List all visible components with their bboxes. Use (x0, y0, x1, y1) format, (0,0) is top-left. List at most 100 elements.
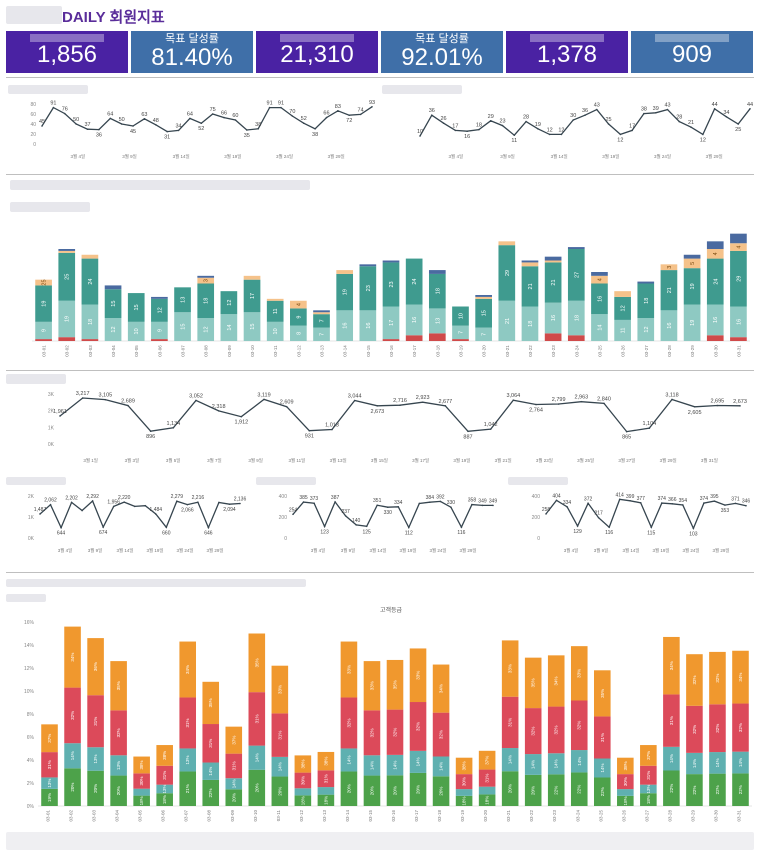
bar-segment (709, 704, 726, 753)
data-point (724, 504, 726, 506)
data-point (109, 117, 112, 120)
bar-data-label: 35% (208, 698, 213, 707)
data-point (713, 500, 716, 502)
data-point (355, 524, 357, 526)
bar-segment (336, 270, 354, 274)
y-tick-label: 40 (30, 122, 36, 128)
y-tick-label: 0 (284, 536, 287, 542)
kpi-label (30, 34, 104, 42)
bar-data-label: 32% (715, 674, 720, 683)
bar-data-label: 13% (185, 755, 190, 764)
bar-segment (58, 249, 76, 251)
data-label: 1,487 (34, 507, 47, 513)
bar-segment (271, 713, 289, 757)
bar-data-label: 25 (42, 279, 48, 285)
bar-segment (64, 626, 81, 688)
bar-segment (591, 275, 608, 284)
bar-segment (614, 319, 631, 341)
data-label: 83 (335, 104, 341, 110)
data-label: 17 (629, 123, 635, 129)
bar-data-label: 34% (70, 653, 75, 662)
bar-data-label: 7 (320, 319, 326, 322)
data-point (218, 501, 220, 504)
data-label: 1,484 (150, 507, 163, 513)
bar-data-label: 14% (231, 779, 236, 788)
data-point (587, 502, 589, 505)
bar-segment (567, 335, 585, 341)
data-label: 39 (653, 106, 659, 112)
bar-segment (225, 753, 243, 779)
x-tick-label: 3월 27일 (618, 457, 635, 464)
data-label: 2,202 (65, 495, 78, 501)
data-label: 374 (658, 496, 667, 502)
data-label: 35 (244, 133, 250, 139)
bar-data-label: 9 (42, 329, 48, 332)
bar-segment (501, 696, 519, 749)
series-line (39, 499, 241, 530)
bar-segment (363, 775, 381, 806)
x-tick-label: 03-30 (713, 345, 718, 357)
data-point (302, 501, 305, 503)
data-point (104, 398, 107, 401)
bar-data-label: 31% (646, 771, 651, 780)
data-label: 30 (570, 113, 576, 119)
data-label: 63 (141, 112, 147, 118)
data-label: 2,279 (171, 494, 184, 500)
bar-segment (81, 339, 99, 341)
bar-data-label: 14% (692, 759, 697, 768)
data-label: 258 (542, 507, 551, 513)
bar-data-label: 14% (346, 755, 351, 764)
bar-segment (179, 697, 197, 749)
bar-segment (428, 270, 446, 274)
data-label: 140 (352, 518, 361, 524)
bar-data-label: 14% (577, 757, 582, 766)
bar-segment (521, 260, 539, 263)
bar-data-label: 20% (439, 787, 444, 796)
bar-segment (317, 751, 335, 771)
bar-data-label: 32% (577, 721, 582, 730)
bar-data-label: 31% (208, 739, 213, 748)
data-point (625, 430, 628, 433)
data-point (149, 430, 152, 432)
x-tick-label: 03-10 (250, 345, 255, 357)
bar-data-label: 14% (669, 754, 674, 763)
x-tick-label: 03-04 (111, 345, 116, 357)
data-label: 76 (62, 107, 68, 113)
bar-segment (617, 774, 634, 790)
data-point (211, 113, 214, 115)
data-point (240, 415, 243, 418)
bar-segment (243, 279, 261, 313)
data-point (650, 526, 653, 529)
data-point (325, 116, 328, 119)
data-point (344, 515, 347, 517)
data-label: 112 (405, 531, 413, 537)
data-label: 3,064 (506, 393, 520, 399)
bar-segment (248, 692, 266, 746)
bar-segment (428, 308, 446, 334)
data-label: 2,318 (212, 404, 226, 410)
bar-data-label: 16 (597, 296, 603, 302)
bar-data-label: 37% (485, 756, 490, 765)
divider (6, 174, 754, 175)
x-tick-label: 3월 9일 (500, 153, 515, 160)
x-tick-label: 03-20 (483, 810, 488, 822)
divider (6, 572, 754, 573)
x-tick-label: 03-09 (230, 810, 235, 822)
bar-segment (266, 321, 284, 341)
bar-data-label: 20% (508, 784, 513, 793)
data-point (353, 399, 356, 402)
chart-3-title-redacted (10, 202, 90, 212)
bar-data-label: 12 (111, 326, 117, 332)
data-label: 414 (616, 492, 625, 498)
bar-segment (313, 327, 330, 341)
bar-segment (266, 298, 284, 301)
bar-data-label: 5 (690, 262, 696, 265)
data-point (60, 526, 62, 529)
data-point (439, 500, 442, 503)
bar-data-label: 18% (300, 796, 305, 805)
bar-data-label: 31% (485, 774, 490, 783)
data-label: 1,104 (642, 421, 656, 427)
x-tick-label: 03-22 (529, 810, 534, 822)
bar-segment (432, 756, 450, 777)
